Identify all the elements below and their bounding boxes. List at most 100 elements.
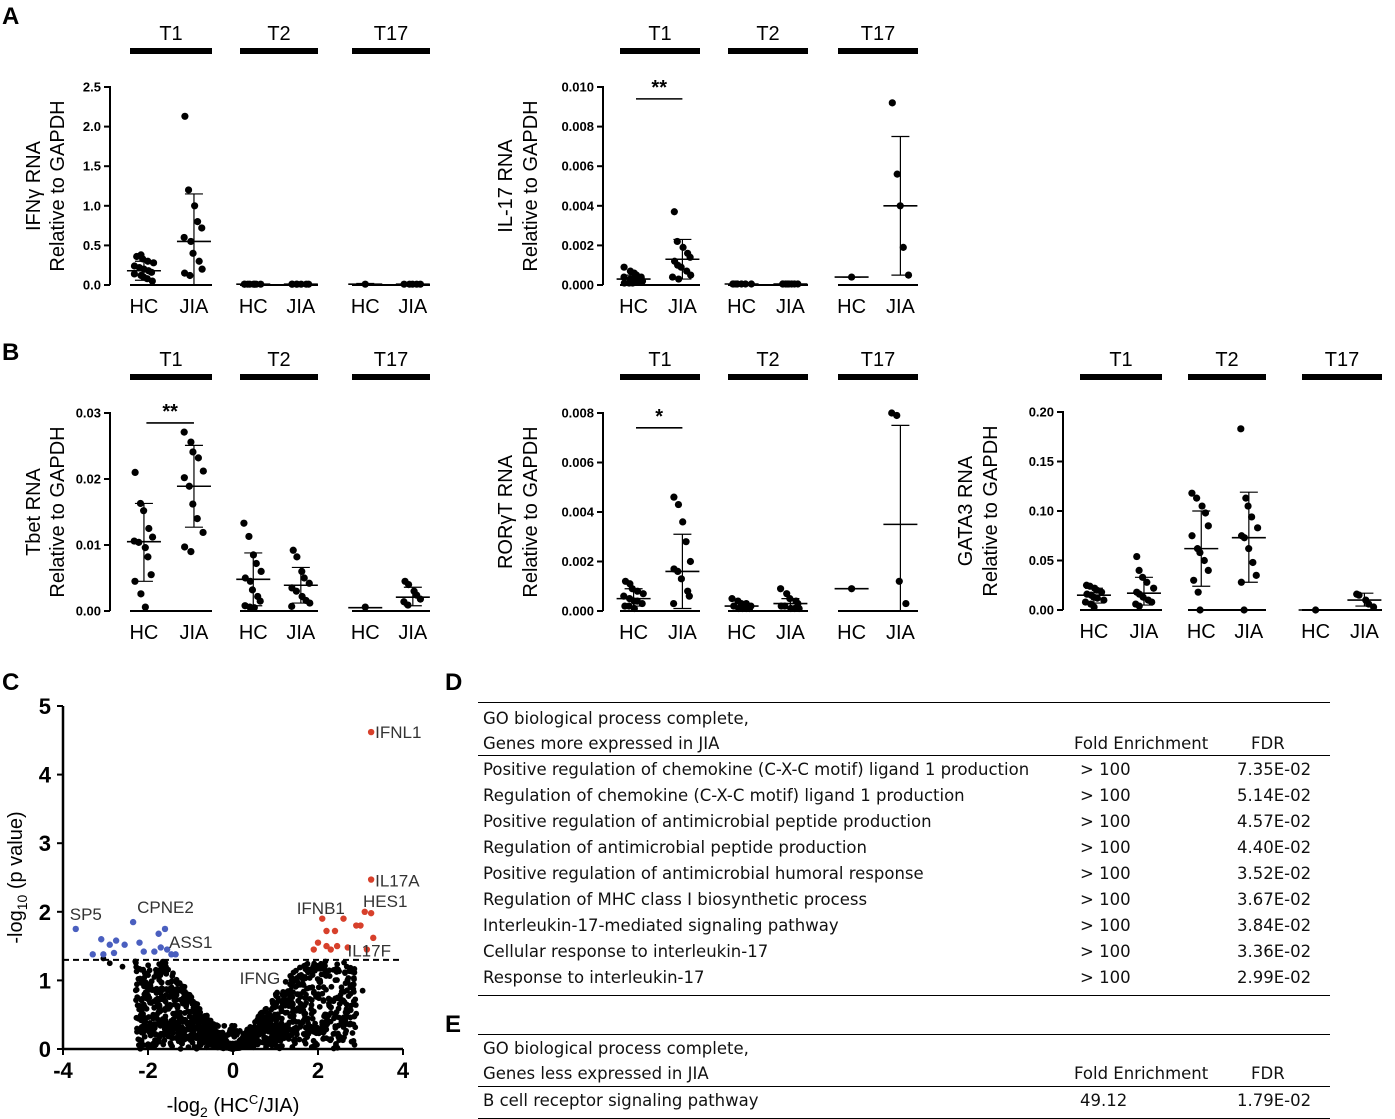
volcano-point-ns <box>312 1042 319 1049</box>
category-label: HC <box>837 296 866 318</box>
group-label: T17 <box>861 349 895 371</box>
panel-letter-a: A <box>2 3 19 30</box>
data-point <box>147 268 156 276</box>
group-label: T2 <box>1215 349 1238 371</box>
volcano-point-ns <box>157 988 163 995</box>
volcano-point-ns <box>282 978 289 985</box>
volcano-point-ns <box>297 991 304 998</box>
data-point <box>899 243 907 251</box>
data-point <box>888 99 896 107</box>
data-point <box>194 454 202 462</box>
volcano-point-ns <box>172 1025 179 1032</box>
volcano-point-ns <box>178 988 185 994</box>
category-label: HC <box>1187 621 1216 643</box>
y-tick-label: 2.5 <box>83 80 101 95</box>
category-label: JIA <box>286 622 316 644</box>
volcano-point-ns <box>151 1004 158 1011</box>
data-point <box>1242 494 1250 502</box>
volcano-point-ns <box>141 983 147 990</box>
table-e-col-fdr: FDR <box>1251 1064 1285 1083</box>
data-point <box>198 224 206 232</box>
chart-il17-rna: 0.000 0.002 0.004 0.006 0.008 0.010 IL-17 RNA R… <box>495 23 918 318</box>
volcano-point-ns <box>324 1016 331 1023</box>
volcano-point-ns <box>143 1025 150 1031</box>
data-point <box>195 257 203 265</box>
category-label: HC <box>1079 621 1108 643</box>
category-label: HC <box>129 622 158 644</box>
data-point <box>148 533 157 541</box>
group-header-bar <box>1080 374 1162 380</box>
volcano-point-ns <box>178 1025 184 1032</box>
volcano-point-ns <box>169 1035 176 1042</box>
volcano-point-ns <box>197 1031 204 1037</box>
volcano-point-ns <box>265 1028 272 1035</box>
data-point <box>1135 566 1143 575</box>
data-point <box>893 170 901 178</box>
volcano-x-label-sub: 2 <box>200 1104 208 1119</box>
data-point <box>257 567 265 576</box>
volcano-point-ns <box>303 991 309 998</box>
volcano-point-ns <box>348 982 355 988</box>
data-point <box>674 500 683 509</box>
volcano-point-up <box>323 942 330 950</box>
y-tick-label: 2.0 <box>83 119 101 134</box>
group-label: T1 <box>159 23 182 45</box>
data-point <box>1133 552 1141 561</box>
data-point <box>256 597 264 605</box>
volcano-point-ns <box>322 1011 328 1018</box>
volcano-y-tick-label: 4 <box>39 763 52 788</box>
group-label: T2 <box>756 23 779 45</box>
data-point <box>240 519 248 527</box>
volcano-point-ns <box>215 1043 222 1050</box>
data-point <box>198 265 206 273</box>
volcano-point-ns <box>336 1037 343 1043</box>
data-point <box>679 243 687 251</box>
volcano-point-ns <box>133 964 140 970</box>
volcano-point-ns <box>138 1029 145 1036</box>
volcano-point-ns <box>241 1034 248 1041</box>
volcano-point-ns <box>151 1023 158 1030</box>
table-cell-fold: > 100 <box>1080 786 1131 805</box>
category-label: HC <box>129 296 158 318</box>
volcano-point-ns <box>267 1018 274 1025</box>
volcano-point-ns <box>296 964 303 971</box>
category-label: JIA <box>776 296 806 318</box>
category-label: JIA <box>1234 621 1264 643</box>
volcano-point-ns <box>306 975 313 981</box>
volcano-point-ns <box>262 1006 269 1013</box>
data-point <box>1240 606 1248 614</box>
volcano-point-ns <box>321 966 328 973</box>
category-label: JIA <box>776 622 806 644</box>
volcano-point-up <box>314 939 322 946</box>
volcano-point-up <box>367 728 375 736</box>
volcano-point-ns <box>149 1040 156 1047</box>
y-tick-label: 0.004 <box>561 505 594 520</box>
volcano-point-ns <box>154 1011 160 1018</box>
data-point <box>181 543 189 551</box>
volcano-point-ns <box>349 1030 356 1036</box>
panel-letter-c: C <box>2 669 19 696</box>
volcano-point-ns <box>258 1010 265 1016</box>
volcano-point-ns <box>198 1013 204 1020</box>
y-tick-label: 0.002 <box>561 554 594 569</box>
volcano-y-tick-label: 5 <box>39 694 51 719</box>
volcano-point-ns <box>293 1024 299 1031</box>
volcano-point-ns <box>248 1025 255 1032</box>
volcano-point-ns <box>157 1030 164 1037</box>
group-label: T1 <box>648 349 671 371</box>
volcano-point-ns <box>270 1001 277 1007</box>
volcano-point-ns <box>181 1010 188 1016</box>
volcano-point-ns <box>331 1030 338 1037</box>
category-label: JIA <box>886 622 916 644</box>
data-point <box>189 500 197 508</box>
volcano-point-ns <box>221 1022 228 1029</box>
volcano-point-ns <box>263 1044 269 1050</box>
y-tick-label: 0.010 <box>561 80 594 95</box>
volcano-point-ns <box>276 1043 283 1050</box>
group-label: T17 <box>374 349 408 371</box>
volcano-point-ns <box>177 1045 184 1052</box>
table-cell-fold: > 100 <box>1080 864 1131 883</box>
volcano-point-ns <box>264 1036 271 1043</box>
volcano-point-down <box>151 948 158 955</box>
